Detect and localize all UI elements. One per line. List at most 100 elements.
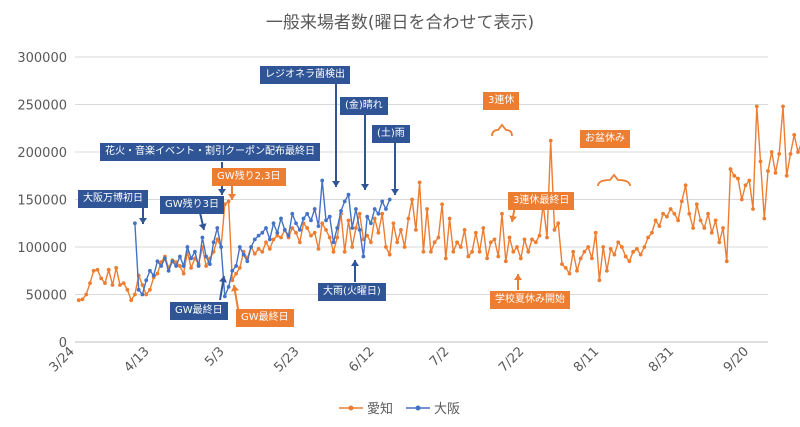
- data-point: [758, 159, 763, 164]
- data-point: [331, 249, 336, 254]
- data-point: [151, 273, 156, 278]
- data-point: [193, 249, 197, 254]
- data-point: [736, 176, 740, 181]
- legend-osaka-label: 大阪: [434, 402, 460, 417]
- data-point: [249, 245, 254, 249]
- data-point: [638, 252, 643, 257]
- data-point: [796, 150, 800, 154]
- series-group: [76, 104, 800, 303]
- data-point: [372, 207, 377, 211]
- data-point: [399, 228, 403, 232]
- data-point: [650, 230, 654, 235]
- data-point: [84, 292, 89, 297]
- data-point: [477, 249, 482, 254]
- data-point: [309, 218, 313, 223]
- data-point: [354, 207, 358, 211]
- x-tick-label: 4/13: [121, 344, 152, 375]
- data-point: [432, 240, 437, 245]
- data-point: [773, 171, 778, 175]
- data-point: [301, 216, 306, 221]
- data-point: [781, 104, 785, 109]
- y-tick-label: 250000: [17, 99, 67, 114]
- data-point: [747, 178, 752, 183]
- data-point: [496, 254, 501, 259]
- data-point: [503, 259, 508, 264]
- data-point: [387, 197, 392, 202]
- x-tick-label: 3/24: [47, 344, 78, 375]
- data-point: [106, 267, 111, 272]
- data-point: [586, 245, 591, 249]
- annotation-arrowhead: [361, 184, 369, 190]
- data-point: [144, 278, 149, 283]
- annotation-gw-3-days-left: GW残り3日: [160, 196, 224, 214]
- annotation-expo-opening-day: 大阪万博初日: [78, 190, 148, 208]
- data-point: [279, 235, 283, 240]
- data-point: [458, 245, 463, 249]
- annotation-gw-2-3-days-left: GW残り2,3日: [212, 168, 286, 186]
- data-point: [230, 278, 235, 283]
- data-point: [252, 251, 257, 256]
- data-point: [320, 178, 325, 183]
- data-point: [342, 249, 347, 254]
- data-point: [144, 292, 149, 297]
- data-point: [256, 247, 261, 251]
- data-point: [709, 230, 714, 235]
- data-point: [702, 226, 707, 230]
- data-point: [679, 199, 684, 204]
- data-point: [451, 249, 456, 254]
- data-point: [410, 197, 414, 202]
- data-point: [560, 262, 564, 266]
- data-point: [309, 233, 313, 238]
- data-point: [215, 226, 220, 230]
- data-point: [567, 271, 572, 276]
- x-tick-label: 6/12: [346, 344, 377, 375]
- data-point: [297, 228, 302, 232]
- data-point: [766, 169, 770, 173]
- data-point: [155, 259, 160, 264]
- data-point: [275, 233, 280, 238]
- data-point: [267, 247, 272, 251]
- data-point: [136, 287, 141, 292]
- data-point: [357, 211, 362, 216]
- data-point: [335, 235, 340, 240]
- data-point: [346, 218, 351, 223]
- data-point: [133, 292, 137, 297]
- annotation-legionella: レジオネラ菌検出: [260, 66, 350, 84]
- data-point: [402, 245, 407, 249]
- data-point: [698, 218, 703, 223]
- y-tick-label: 50000: [26, 289, 67, 304]
- data-point: [163, 256, 167, 261]
- data-point: [327, 214, 332, 219]
- data-point: [148, 287, 152, 292]
- data-point: [237, 266, 242, 270]
- data-point: [440, 202, 444, 207]
- data-point: [290, 211, 295, 216]
- data-point: [488, 240, 493, 245]
- data-point: [627, 259, 632, 264]
- data-point: [211, 240, 216, 245]
- data-point: [395, 240, 400, 245]
- data-point: [275, 230, 280, 235]
- data-point: [590, 256, 594, 261]
- data-point: [582, 249, 587, 254]
- data-point: [88, 281, 92, 285]
- data-point: [279, 216, 283, 221]
- y-axis-tick-labels: 0 50000 100000 150000 200000 250000 300000: [17, 51, 67, 351]
- data-point: [294, 230, 298, 235]
- data-point: [245, 259, 250, 264]
- data-point: [316, 224, 321, 229]
- data-point: [443, 256, 448, 261]
- data-point: [470, 249, 474, 254]
- data-point: [384, 245, 388, 249]
- data-point: [170, 259, 175, 264]
- data-point: [784, 173, 789, 178]
- data-point: [455, 240, 459, 245]
- legend: 愛知 大阪: [339, 401, 460, 417]
- y-tick-label: 100000: [17, 241, 67, 256]
- annotation-arrowhead: [228, 194, 236, 200]
- annotation-brace: [491, 123, 513, 137]
- data-point: [481, 226, 486, 230]
- data-point: [166, 268, 171, 273]
- data-point: [665, 214, 669, 219]
- annotation-friday-sunny: (金)晴れ: [340, 97, 388, 115]
